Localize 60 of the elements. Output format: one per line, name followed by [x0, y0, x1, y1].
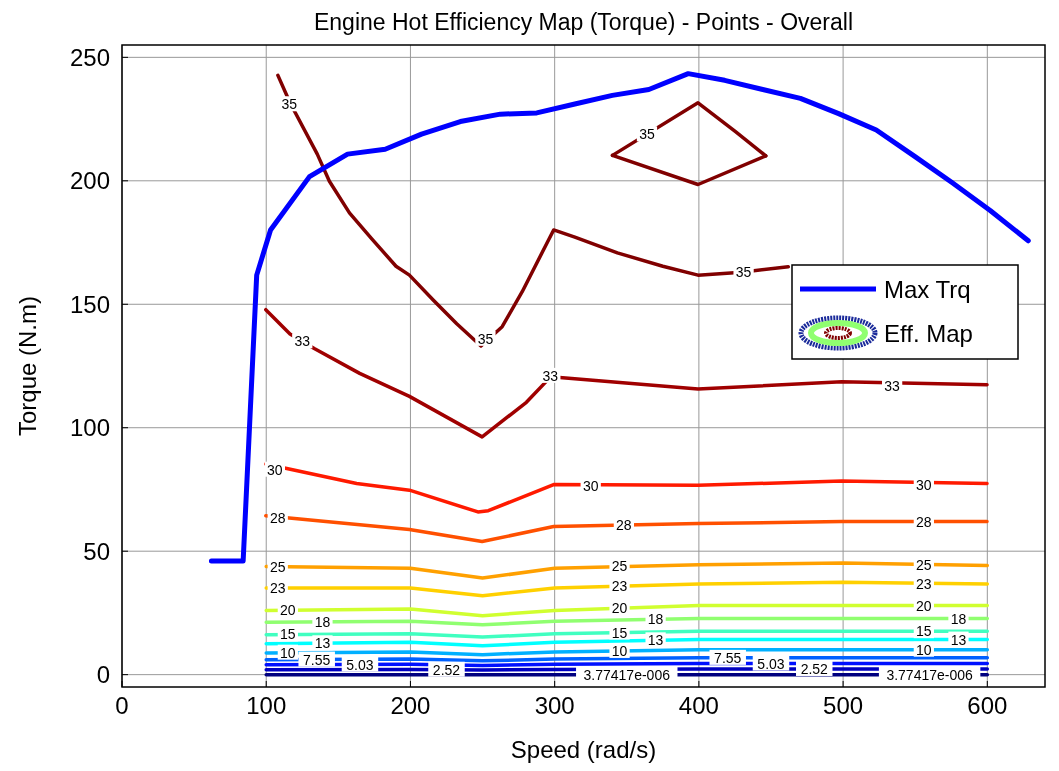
annotation: 10	[611, 642, 628, 659]
annotation: 15	[611, 624, 628, 641]
annotation: 13	[314, 635, 331, 652]
annotation: 15	[280, 626, 296, 643]
annotation: 20	[280, 602, 296, 619]
annotation: 23	[611, 578, 628, 595]
annotation: 13	[647, 632, 664, 649]
annotation: 35	[735, 264, 752, 281]
annotation: 13	[950, 631, 967, 648]
annotation: 28	[916, 513, 932, 530]
annotation: 25	[611, 558, 628, 575]
annotation: 28	[616, 517, 632, 534]
x-tick-label: 200	[390, 692, 431, 719]
annotation: 3.77417e-006	[583, 666, 671, 683]
annotation: 2.52	[800, 660, 829, 677]
x-axis-title: Speed (rad/s)	[510, 736, 657, 763]
annotation: 2.52	[432, 661, 461, 678]
annotation: 18	[950, 610, 967, 627]
annotation: 25	[916, 556, 932, 573]
annotation: 7.55	[714, 649, 742, 666]
annotation: 30	[267, 461, 283, 478]
annotation: 28	[269, 509, 286, 526]
chart-title: Engine Hot Efficiency Map (Torque) - Points - Overall	[313, 9, 854, 35]
annotation: 5.03	[346, 656, 374, 673]
legend-label: Eff. Map	[884, 319, 973, 347]
annotation: 10	[280, 644, 296, 661]
y-tick-label: 200	[69, 167, 110, 195]
annotation: 30	[582, 477, 599, 494]
x-tick-label: 100	[246, 692, 287, 719]
annotation: 33	[884, 377, 901, 394]
annotation: 23	[916, 575, 932, 592]
y-tick-label: 250	[69, 43, 110, 71]
annotation: 20	[916, 597, 932, 614]
annotation: 33	[294, 333, 311, 350]
annotation: 35	[281, 96, 298, 113]
annotation: 5.03	[757, 655, 785, 672]
annotation: 35	[639, 126, 655, 143]
annotation: 10	[916, 641, 932, 658]
annotation: 23	[269, 580, 286, 597]
x-tick-label: 500	[823, 692, 864, 719]
annotation: 7.55	[303, 651, 331, 668]
x-tick-label: 600	[967, 692, 1008, 719]
annotation: 35	[477, 330, 494, 347]
annotation: 3.77417e-006	[886, 666, 974, 683]
annotation: 18	[647, 611, 664, 628]
y-tick-label: 100	[69, 414, 110, 442]
annotation: 15	[916, 623, 932, 640]
annotation: 25	[269, 558, 286, 575]
annotation: 18	[314, 613, 331, 630]
annotation: 30	[916, 476, 932, 493]
x-tick-label: 300	[534, 692, 575, 719]
y-tick-label: 0	[96, 661, 110, 689]
annotation: 20	[611, 600, 628, 617]
y-tick-label: 150	[69, 290, 110, 318]
y-axis-title: Torque (N.m)	[14, 295, 41, 437]
legend-label: Max Trq	[884, 275, 971, 303]
x-tick-label: 0	[115, 692, 129, 719]
annotation: 33	[542, 367, 559, 384]
y-tick-label: 50	[83, 537, 110, 565]
x-tick-label: 400	[678, 692, 719, 719]
